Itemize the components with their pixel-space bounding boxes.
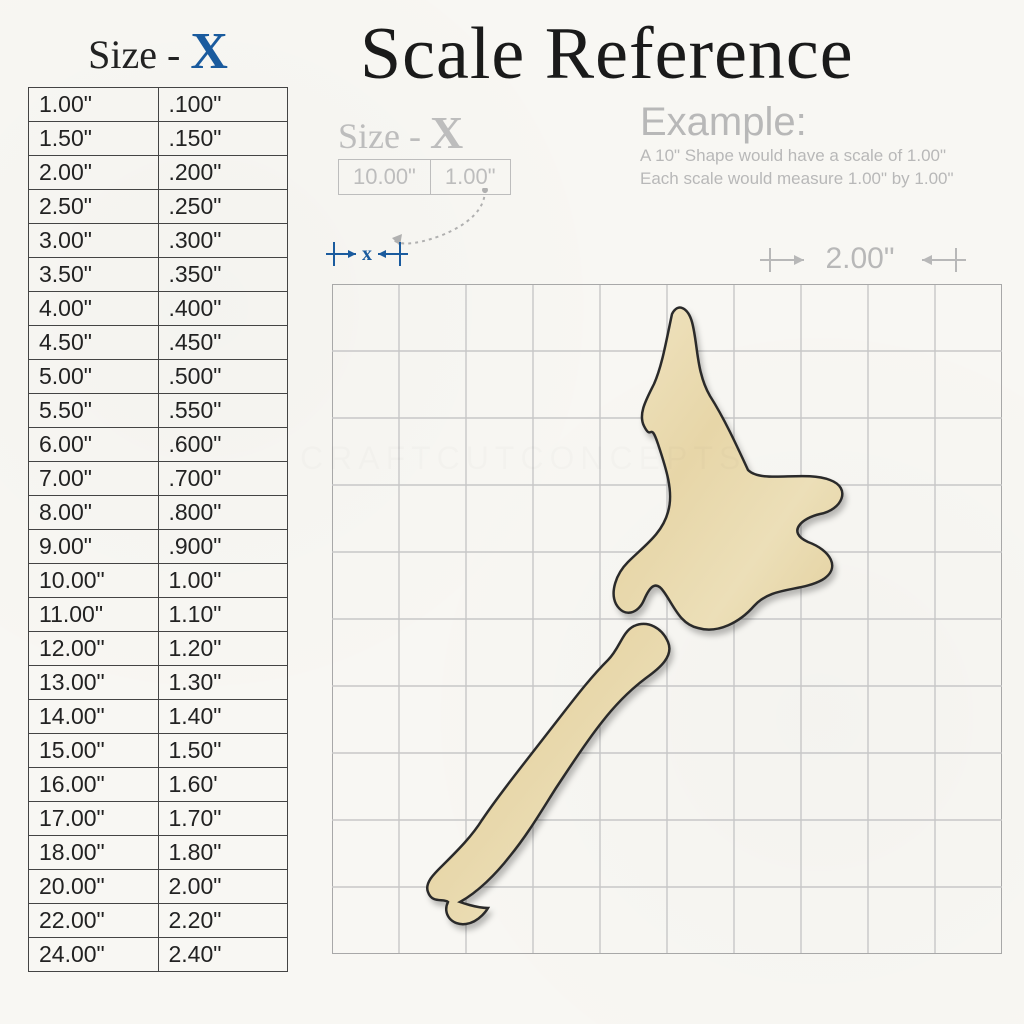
size-cell: .100" xyxy=(158,88,288,122)
size-cell: .550" xyxy=(158,394,288,428)
mini-cell-scale: 1.00" xyxy=(430,160,510,195)
size-cell: 1.50" xyxy=(29,122,159,156)
size-cell: .700" xyxy=(158,462,288,496)
size-cell: .450" xyxy=(158,326,288,360)
size-cell: 8.00" xyxy=(29,496,159,530)
size-cell: .900" xyxy=(158,530,288,564)
size-cell: .600" xyxy=(158,428,288,462)
size-cell: .200" xyxy=(158,156,288,190)
size-cell: 1.40" xyxy=(158,700,288,734)
size-cell: 4.00" xyxy=(29,292,159,326)
size-table: 1.00".100"1.50".150"2.00".200"2.50".250"… xyxy=(28,87,288,972)
size-cell: 1.70" xyxy=(158,802,288,836)
size-cell: 7.00" xyxy=(29,462,159,496)
size-cell: 1.60' xyxy=(158,768,288,802)
size-cell: 1.00" xyxy=(29,88,159,122)
size-dash: - xyxy=(167,32,180,77)
size-cell: .400" xyxy=(158,292,288,326)
scale-grid xyxy=(332,284,1002,954)
size-cell: 13.00" xyxy=(29,666,159,700)
size-cell: 12.00" xyxy=(29,632,159,666)
example-section: Example: A 10" Shape would have a scale … xyxy=(640,100,954,191)
mini-header: Size - X xyxy=(338,106,511,159)
size-cell: .800" xyxy=(158,496,288,530)
mini-table: 10.00" 1.00" xyxy=(338,159,511,195)
size-cell: 5.50" xyxy=(29,394,159,428)
size-cell: 2.20" xyxy=(158,904,288,938)
size-cell: 17.00" xyxy=(29,802,159,836)
size-cell: .500" xyxy=(158,360,288,394)
mini-dash: - xyxy=(409,116,421,156)
size-label: Size xyxy=(88,32,157,77)
size-cell: .300" xyxy=(158,224,288,258)
example-title: Example: xyxy=(640,100,954,145)
size-cell: 10.00" xyxy=(29,564,159,598)
size-cell: 5.00" xyxy=(29,360,159,394)
size-cell: 15.00" xyxy=(29,734,159,768)
watermark: CRAFTCUTCONCEPTS xyxy=(300,440,746,477)
size-cell: 3.00" xyxy=(29,224,159,258)
size-cell: 2.50" xyxy=(29,190,159,224)
size-cell: 24.00" xyxy=(29,938,159,972)
size-cell: 1.30" xyxy=(158,666,288,700)
size-cell: 22.00" xyxy=(29,904,159,938)
size-x: X xyxy=(190,23,228,80)
example-line-2: Each scale would measure 1.00" by 1.00" xyxy=(640,168,954,191)
example-line-1: A 10" Shape would have a scale of 1.00" xyxy=(640,145,954,168)
size-cell: 6.00" xyxy=(29,428,159,462)
size-cell: 18.00" xyxy=(29,836,159,870)
size-cell: 1.80" xyxy=(158,836,288,870)
size-cell: 2.00" xyxy=(29,156,159,190)
x-marker-label: x xyxy=(362,243,372,265)
size-cell: .150" xyxy=(158,122,288,156)
mini-size-label: Size xyxy=(338,116,400,156)
size-cell: 14.00" xyxy=(29,700,159,734)
size-cell: 4.50" xyxy=(29,326,159,360)
size-cell: 3.50" xyxy=(29,258,159,292)
size-cell: .250" xyxy=(158,190,288,224)
size-cell: 16.00" xyxy=(29,768,159,802)
mini-example-section: Size - X 10.00" 1.00" xyxy=(338,106,511,195)
two-inch-label: 2.00" xyxy=(825,242,894,275)
size-cell: 1.00" xyxy=(158,564,288,598)
size-table-header: Size - X xyxy=(28,22,288,81)
size-cell: 2.40" xyxy=(158,938,288,972)
size-cell: .350" xyxy=(158,258,288,292)
size-cell: 2.00" xyxy=(158,870,288,904)
x-dimension-marker: x xyxy=(326,232,426,277)
two-inch-marker: 2.00" xyxy=(760,236,980,285)
size-cell: 1.20" xyxy=(158,632,288,666)
size-cell: 1.50" xyxy=(158,734,288,768)
size-cell: 20.00" xyxy=(29,870,159,904)
size-cell: 9.00" xyxy=(29,530,159,564)
page-title: Scale Reference xyxy=(360,12,854,97)
mini-cell-size: 10.00" xyxy=(339,160,431,195)
size-cell: 11.00" xyxy=(29,598,159,632)
mini-x: X xyxy=(430,107,463,158)
size-cell: 1.10" xyxy=(158,598,288,632)
size-table-section: Size - X 1.00".100"1.50".150"2.00".200"2… xyxy=(28,22,288,972)
